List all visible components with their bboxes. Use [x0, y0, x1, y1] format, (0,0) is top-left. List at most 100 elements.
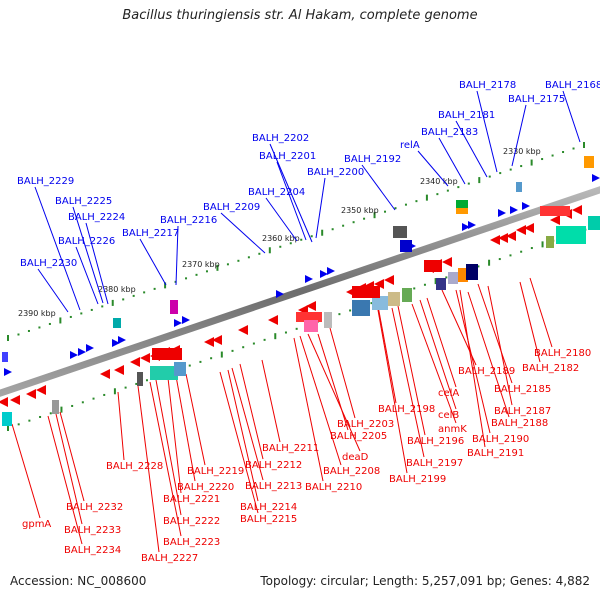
forward-gene-arrow: [112, 339, 120, 347]
leader-line: [276, 161, 307, 241]
forward-gene-label: BALH_2217: [122, 228, 179, 239]
leader-line: [361, 164, 396, 211]
inner-tick-mark: [520, 250, 523, 253]
reverse-gene-label: BALH_2232: [66, 502, 123, 513]
forward-gene-label: BALH_2175: [508, 94, 565, 105]
leader-line: [149, 381, 182, 537]
reverse-gene-arrow: [524, 223, 534, 233]
forward-gene-arrow: [70, 351, 78, 359]
gene-block: [137, 372, 143, 386]
forward-gene-arrow: [78, 348, 86, 356]
tick-label: 2380 kbp: [98, 285, 136, 294]
leader-line: [231, 367, 264, 481]
outer-tick-mark: [331, 228, 334, 231]
forward-gene-arrow: [276, 290, 284, 298]
leader-line: [317, 333, 349, 431]
outer-tick-mark: [404, 203, 407, 206]
outer-tick-mark: [205, 270, 208, 273]
inner-tick-mark: [488, 259, 491, 266]
outer-tick-mark: [17, 333, 20, 336]
gene-block: [170, 300, 178, 314]
gene-block: [588, 216, 600, 230]
leader-line: [307, 333, 361, 452]
gene-block: [152, 348, 182, 360]
reverse-gene-label: BALH_2189: [458, 366, 515, 377]
inner-tick-mark: [541, 241, 544, 248]
reverse-gene-label: BALH_2227: [141, 553, 198, 564]
label-leader-lines: [11, 90, 581, 553]
gene-block: [150, 366, 178, 380]
leader-line: [419, 299, 457, 410]
forward-gene-label: BALH_2209: [203, 202, 260, 213]
outer-tick-mark: [467, 182, 470, 185]
forward-gene-arrow: [462, 223, 470, 231]
leader-line: [487, 285, 513, 406]
forward-gene-label: BALH_2230: [20, 258, 77, 269]
gene-block: [456, 208, 468, 214]
inner-tick-mark: [338, 313, 341, 316]
outer-tick-mark: [279, 245, 282, 248]
reverse-gene-arrow: [114, 365, 124, 375]
reverse-gene-label: BALH_2188: [491, 418, 548, 429]
inner-tick-mark: [349, 309, 352, 312]
reverse-gene-label: BALH_2234: [64, 545, 121, 556]
outer-tick-mark: [352, 221, 355, 224]
inner-tick-mark: [60, 406, 63, 413]
reverse-gene-label: BALH_2219: [187, 466, 244, 477]
leader-line: [59, 411, 85, 502]
gene-block: [466, 264, 478, 280]
reverse-gene-label: deaD: [342, 452, 369, 463]
reverse-gene-label: BALH_2199: [389, 474, 446, 485]
leader-line: [155, 379, 182, 516]
forward-gene-arrow: [305, 275, 313, 283]
inner-tick-mark: [295, 327, 298, 330]
genome-backbone: [0, 186, 600, 397]
leader-line: [269, 143, 313, 243]
outer-tick-mark: [195, 273, 198, 276]
outer-tick-mark: [394, 207, 397, 210]
leader-line: [417, 150, 449, 187]
leader-line: [438, 137, 466, 185]
leader-line: [265, 197, 298, 242]
forward-gene-label: BALH_2178: [459, 80, 516, 91]
gene-block: [352, 300, 370, 316]
outer-tick-mark: [59, 317, 62, 324]
reverse-gene-arrow: [238, 325, 248, 335]
leader-line: [175, 225, 179, 286]
inner-tick-mark: [92, 397, 95, 400]
outer-tick-mark: [111, 299, 114, 306]
leader-line: [467, 291, 510, 418]
outer-tick-mark: [457, 186, 460, 189]
reverse-gene-arrow: [268, 315, 278, 325]
leader-line: [455, 120, 488, 178]
forward-gene-label: BALH_2181: [438, 110, 495, 121]
reverse-gene-label: BALH_2214: [240, 502, 297, 513]
gene-block: [352, 286, 380, 298]
outer-tick-mark: [530, 159, 533, 166]
forward-gene-label: BALH_2204: [248, 187, 305, 198]
reverse-gene-arrow: [550, 215, 560, 225]
outer-tick-mark: [27, 329, 30, 332]
topology-text: Topology: circular; Length: 5,257,091 bp…: [260, 574, 590, 588]
outer-tick-mark: [415, 200, 418, 203]
leader-line: [220, 212, 266, 254]
gene-block: [458, 268, 468, 282]
forward-gene-label: BALH_2225: [55, 196, 112, 207]
outer-tick-mark: [342, 224, 345, 227]
reverse-gene-label: BALH_2196: [407, 436, 464, 447]
inner-tick-mark: [498, 258, 501, 261]
outer-tick-mark: [153, 287, 156, 290]
leader-line: [34, 186, 81, 311]
forward-gene-arrow: [510, 206, 518, 214]
forward-gene-label: BALH_2200: [307, 167, 364, 178]
reverse-gene-arrow: [140, 353, 150, 363]
gene-block: [388, 292, 400, 306]
outer-tick-mark: [551, 154, 554, 157]
leader-line: [397, 305, 426, 436]
forward-gene-arrow: [86, 344, 94, 352]
outer-tick-mark: [499, 172, 502, 175]
reverse-gene-label: BALH_2197: [406, 458, 463, 469]
outer-tick-mark: [373, 212, 376, 219]
outer-tick-mark: [216, 264, 219, 271]
